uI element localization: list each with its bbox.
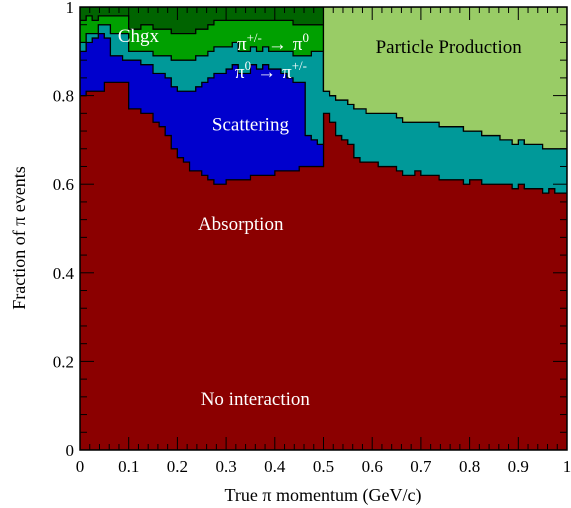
axis-ticks	[79, 6, 568, 451]
region-label-scattering: Scattering	[212, 114, 290, 135]
x-tick-label: 0.8	[459, 457, 480, 476]
x-tick-label: 0.6	[362, 457, 383, 476]
y-tick-label: 0.6	[53, 175, 74, 194]
area-layers	[80, 7, 567, 450]
x-tick-label: 0.1	[118, 457, 139, 476]
y-tick-label: 0.4	[53, 264, 75, 283]
area-particle-production	[80, 7, 567, 150]
region-label-no-interaction: No interaction	[201, 389, 311, 410]
x-tick-labels: 0 0.1 0.2 0.3 0.4 0.5 0.6 0.7 0.8 0.9 1	[76, 457, 571, 476]
x-tick-label: 0.9	[508, 457, 529, 476]
y-tick-labels: 0 0.2 0.4 0.6 0.8 1	[53, 0, 75, 460]
exchange-label-2: π0 → π+/-	[235, 58, 307, 83]
y-tick-label: 0.2	[53, 352, 74, 371]
x-tick-label: 0.7	[410, 457, 432, 476]
exchange-label-1: π+/- → π0	[237, 30, 309, 55]
x-tick-label: 0.4	[264, 457, 286, 476]
region-label-absorption: Absorption	[198, 214, 284, 235]
y-tick-label: 0	[66, 441, 75, 460]
x-tick-label: 0.5	[313, 457, 334, 476]
region-label-particle-production: Particle Production	[376, 37, 523, 58]
x-tick-label: 0.3	[215, 457, 236, 476]
y-axis-title: Fraction of π events	[9, 166, 29, 310]
x-tick-label: 1	[563, 457, 571, 476]
region-labels: Chgx Scattering Absorption No interaction Pa…	[118, 26, 522, 410]
y-tick-label: 1	[66, 0, 75, 17]
x-tick-label: 0	[76, 457, 85, 476]
region-label-chgx: Chgx	[118, 26, 160, 47]
x-axis-title: True π momentum (GeV/c)	[225, 485, 422, 506]
y-tick-label: 0.8	[53, 87, 74, 106]
x-tick-label: 0.2	[167, 457, 188, 476]
